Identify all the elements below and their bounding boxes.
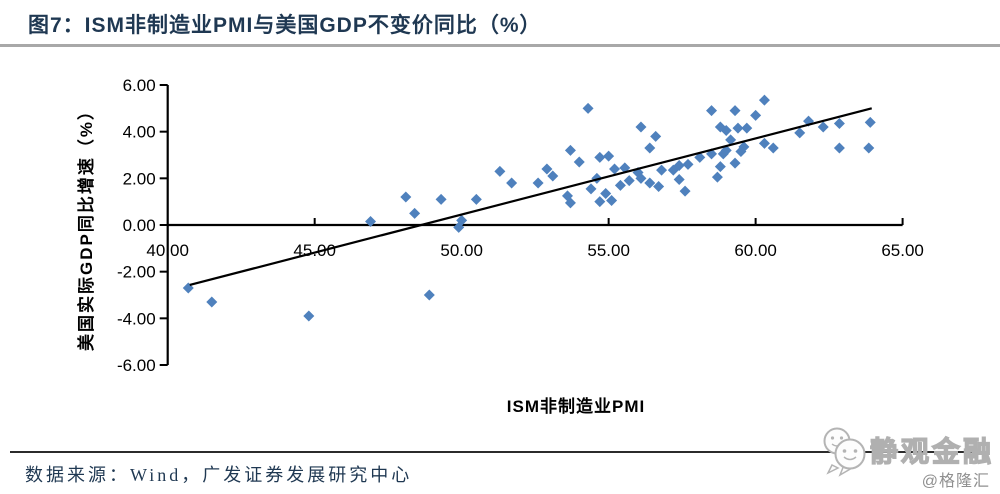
data-point xyxy=(365,216,377,227)
data-point xyxy=(758,94,770,106)
data-point xyxy=(682,158,694,170)
data-point xyxy=(833,142,845,154)
x-tick-label: 55.00 xyxy=(587,241,630,260)
data-point xyxy=(729,157,741,169)
data-point xyxy=(547,170,559,182)
data-point xyxy=(650,130,662,142)
data-point xyxy=(706,105,718,117)
data-point xyxy=(614,179,626,191)
data-point xyxy=(758,137,770,149)
data-point xyxy=(609,163,621,175)
data-point xyxy=(564,197,576,209)
data-source: 数据来源：Wind，广发证券发展研究中心 xyxy=(25,465,413,485)
title-divider xyxy=(0,44,1000,47)
x-tick-label: 50.00 xyxy=(440,241,483,260)
data-point xyxy=(532,177,544,189)
data-point xyxy=(423,289,435,301)
watermark-handle: @格隆汇 xyxy=(922,472,990,490)
data-point xyxy=(817,121,829,133)
y-tick-label: 0.00 xyxy=(123,216,156,235)
data-point xyxy=(400,191,412,203)
data-point xyxy=(864,116,876,128)
data-point xyxy=(673,160,685,171)
data-point xyxy=(470,193,482,205)
data-point xyxy=(600,188,612,199)
data-point xyxy=(606,195,618,206)
y-axis-title: 美国实际GDP同比增速（%） xyxy=(77,101,96,351)
wechat-bubbles-icon xyxy=(823,427,866,477)
y-tick-label: -6.00 xyxy=(117,356,156,375)
data-point xyxy=(303,310,315,322)
watermark-name: 静观金融 xyxy=(870,435,994,467)
data-point xyxy=(564,144,576,156)
data-point xyxy=(435,193,447,205)
data-point xyxy=(750,109,762,121)
x-tick-label: 60.00 xyxy=(734,241,777,260)
data-point xyxy=(679,185,691,197)
data-point xyxy=(635,172,647,184)
y-tick-label: -2.00 xyxy=(117,263,156,282)
data-point xyxy=(833,118,845,129)
data-point xyxy=(732,122,744,134)
data-point xyxy=(594,196,606,208)
data-point xyxy=(644,142,656,154)
x-tick-label: 65.00 xyxy=(881,241,924,260)
data-point xyxy=(623,175,635,187)
data-point xyxy=(409,207,421,219)
data-point xyxy=(585,183,597,195)
y-tick-label: 2.00 xyxy=(123,169,156,188)
y-tick-label: 4.00 xyxy=(123,123,156,142)
data-point xyxy=(494,165,506,177)
data-point xyxy=(456,214,468,226)
data-point xyxy=(603,150,615,162)
y-tick-label: 6.00 xyxy=(123,76,156,95)
data-point xyxy=(767,142,779,154)
data-point xyxy=(635,121,647,133)
data-point xyxy=(863,142,875,154)
footer-divider xyxy=(10,451,988,453)
data-point xyxy=(738,141,750,153)
y-tick-label: -4.00 xyxy=(117,309,156,328)
x-axis-title: ISM非制造业PMI xyxy=(506,397,646,416)
data-point xyxy=(206,296,218,308)
data-point xyxy=(594,151,606,163)
watermark: 静观金融 @格隆汇 xyxy=(823,427,994,490)
trend-line xyxy=(189,107,873,287)
figure-title: 图7：ISM非制造业PMI与美国GDP不变价同比（%） xyxy=(28,14,542,37)
data-point xyxy=(794,127,806,139)
data-point xyxy=(573,156,585,168)
data-point xyxy=(541,163,553,175)
data-point xyxy=(582,102,594,114)
data-point xyxy=(720,125,732,136)
data-point xyxy=(656,164,668,176)
data-point xyxy=(729,105,741,117)
data-point xyxy=(725,134,737,146)
data-point xyxy=(653,181,665,192)
data-point xyxy=(644,177,656,189)
data-point xyxy=(714,161,726,173)
data-point xyxy=(741,122,753,134)
data-point xyxy=(506,177,518,189)
data-point xyxy=(711,171,723,183)
data-point xyxy=(673,174,685,185)
